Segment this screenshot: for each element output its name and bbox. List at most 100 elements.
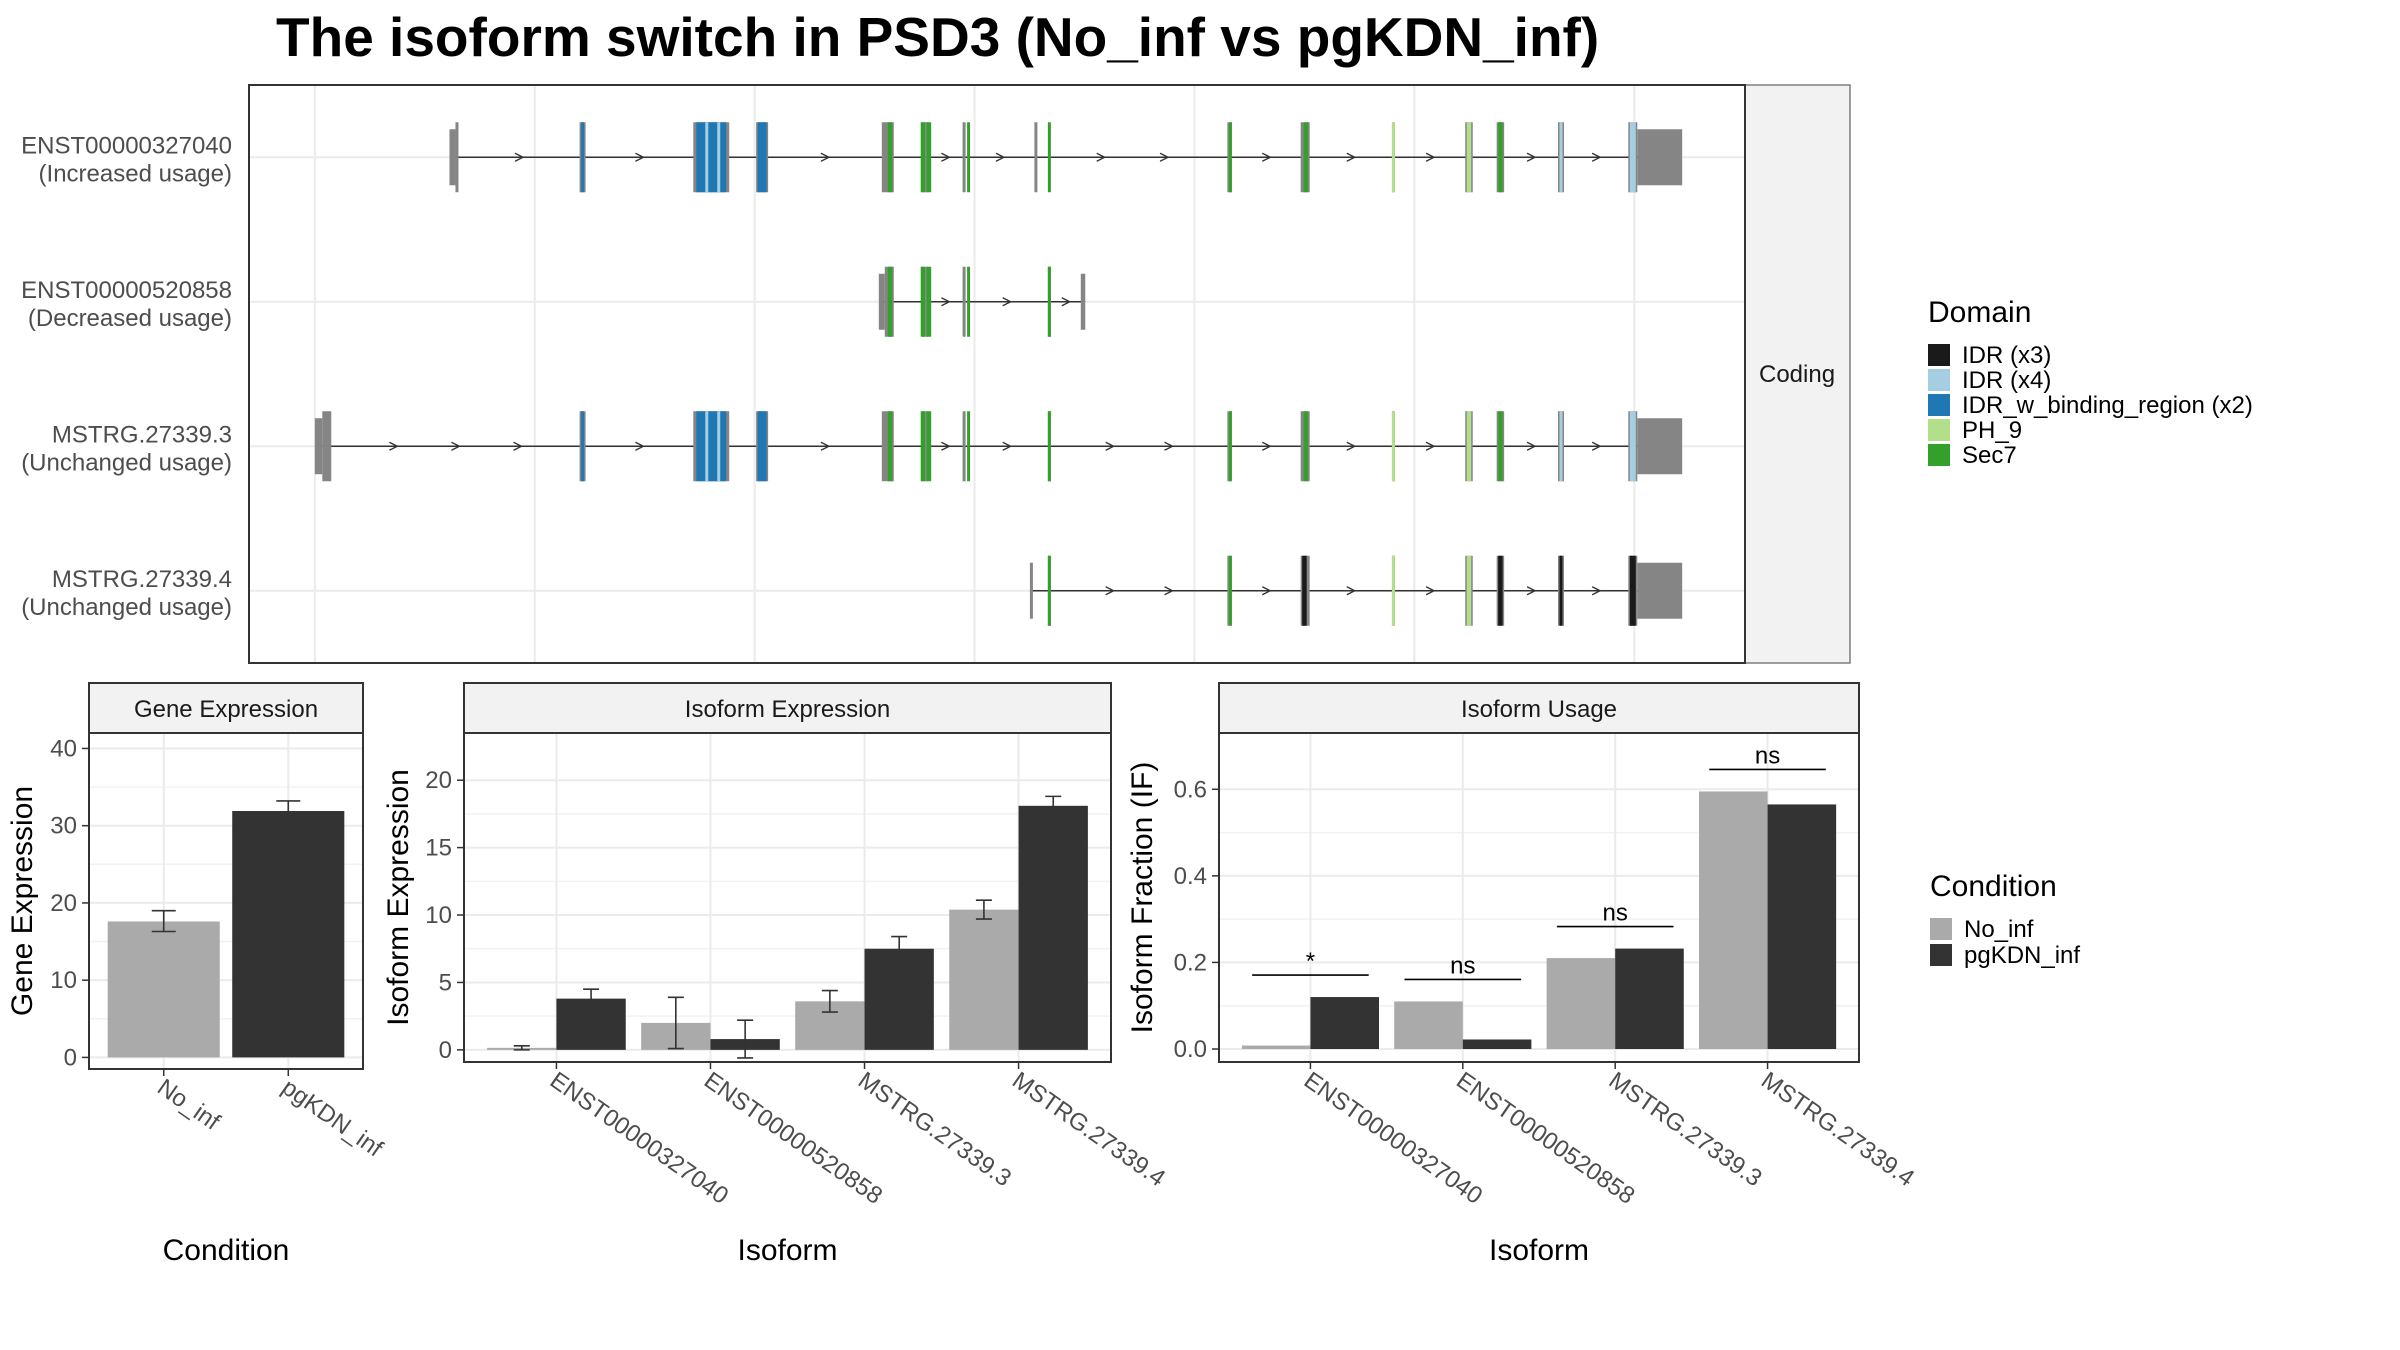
intron-arrow bbox=[1346, 441, 1357, 451]
error-bar bbox=[151, 909, 176, 933]
facet-strip-label: Isoform Expression bbox=[685, 696, 890, 723]
error-bar bbox=[1045, 795, 1062, 818]
intron-arrow bbox=[1425, 152, 1436, 162]
domain-block bbox=[887, 411, 893, 482]
y-tick-label: 0.0 bbox=[1174, 1036, 1207, 1063]
intron-arrow bbox=[1346, 152, 1357, 162]
isoform-label-name: MSTRG.27339.3 bbox=[52, 421, 232, 448]
domain-block bbox=[1302, 555, 1307, 626]
intron-arrow bbox=[1425, 586, 1436, 596]
domain-block bbox=[1466, 555, 1472, 626]
condition-legend-key bbox=[1930, 918, 1952, 940]
domain-block bbox=[1391, 555, 1395, 626]
intron-arrow bbox=[1526, 441, 1537, 451]
exon-utr bbox=[314, 418, 323, 475]
exon-utr bbox=[1637, 129, 1683, 186]
intron-arrow bbox=[1425, 441, 1436, 451]
intron-arrow bbox=[1105, 441, 1116, 451]
structure-plot-border bbox=[248, 84, 1746, 664]
isoform-label-usage: (Increased usage) bbox=[39, 160, 232, 187]
domain-block bbox=[581, 411, 585, 482]
bar-pgKDN_inf-MSTRG.27339.4 bbox=[1767, 804, 1837, 1050]
condition-legend-label: No_inf bbox=[1964, 916, 2034, 943]
x-tick-label: pgKDN_inf bbox=[277, 1074, 388, 1163]
exon-utr bbox=[1637, 562, 1683, 619]
bar-pgKDN_inf-MSTRG.27339.3 bbox=[864, 948, 934, 1050]
domain-block bbox=[1228, 411, 1232, 482]
exon-coding bbox=[322, 411, 332, 482]
facet-strip-label: Isoform Usage bbox=[1461, 696, 1617, 723]
structure-facet-strip bbox=[1744, 84, 1851, 664]
error-bar bbox=[583, 988, 600, 1009]
bar-No_inf-MSTRG.27339.4 bbox=[1699, 791, 1768, 1050]
intron-arrow bbox=[1526, 586, 1537, 596]
intron-arrow bbox=[941, 441, 951, 451]
condition-legend-key bbox=[1930, 944, 1952, 966]
domain-block bbox=[926, 122, 932, 193]
intron-arrow bbox=[941, 152, 951, 162]
intron-arrow bbox=[1105, 586, 1116, 596]
intron-arrow bbox=[1261, 152, 1272, 162]
x-tick-label: MSTRG.27339.4 bbox=[1007, 1067, 1170, 1192]
bar-No_inf-ENST00000327040 bbox=[1241, 1045, 1311, 1050]
x-tick-label: No_inf bbox=[152, 1074, 225, 1136]
intron-arrow bbox=[1061, 297, 1072, 307]
bar-pgKDN_inf bbox=[232, 811, 345, 1058]
intron-arrow bbox=[1164, 586, 1174, 596]
intron-arrow bbox=[1096, 152, 1107, 162]
domain-legend-key bbox=[1928, 369, 1950, 391]
exon-utr bbox=[1637, 418, 1683, 475]
exon-utr bbox=[449, 129, 456, 186]
x-tick-label: MSTRG.27339.4 bbox=[1756, 1067, 1919, 1192]
domain-legend-label: Sec7 bbox=[1962, 442, 2017, 469]
domain-block bbox=[757, 411, 767, 482]
domain-legend-label: IDR_w_binding_region (x2) bbox=[1962, 392, 2253, 419]
intron-arrow bbox=[1164, 441, 1174, 451]
figure-title: The isoform switch in PSD3 (No_inf vs pg… bbox=[276, 6, 1599, 68]
domain-block bbox=[967, 122, 971, 193]
domain-block bbox=[757, 122, 767, 193]
domain-block bbox=[1559, 122, 1563, 193]
exon-coding bbox=[455, 122, 459, 193]
x-tick-label: MSTRG.27339.3 bbox=[853, 1067, 1016, 1192]
domain-block bbox=[1391, 122, 1395, 193]
domain-block bbox=[696, 122, 727, 193]
significance-annotation: ns bbox=[1556, 900, 1674, 928]
isoform-label-name: ENST00000327040 bbox=[21, 132, 232, 159]
isoform-label-usage: (Decreased usage) bbox=[28, 305, 232, 332]
domain-block bbox=[1391, 411, 1395, 482]
bar-No_inf-ENST00000520858 bbox=[1394, 1001, 1463, 1050]
domain-legend-key bbox=[1928, 444, 1950, 466]
domain-block bbox=[926, 411, 932, 482]
intron-arrow bbox=[1591, 441, 1602, 451]
y-tick-label: 15 bbox=[425, 835, 452, 862]
isoform-label-name: ENST00000520858 bbox=[21, 277, 232, 304]
intron-arrow bbox=[820, 441, 831, 451]
error-bar bbox=[667, 996, 684, 1050]
condition-legend-label: pgKDN_inf bbox=[1964, 942, 2080, 969]
y-tick-label: 0.2 bbox=[1174, 949, 1207, 976]
isoform-label-usage: (Unchanged usage) bbox=[21, 449, 232, 476]
exon-coding bbox=[1034, 122, 1038, 193]
x-axis-title: Condition bbox=[163, 1234, 290, 1267]
intron-arrow bbox=[514, 152, 525, 162]
facet-strip bbox=[463, 682, 1112, 734]
intron-arrow bbox=[1591, 152, 1602, 162]
significance-annotation: ns bbox=[1404, 952, 1522, 981]
y-tick-label: 0 bbox=[64, 1044, 77, 1071]
y-tick-label: 10 bbox=[50, 967, 77, 994]
structure-plot-background bbox=[249, 85, 1745, 663]
bar-pgKDN_inf-MSTRG.27339.3 bbox=[1615, 948, 1684, 1050]
domain-block bbox=[920, 122, 926, 193]
x-tick-label: MSTRG.27339.3 bbox=[1604, 1067, 1767, 1192]
intron-arrow bbox=[820, 152, 831, 162]
isoform-track-MSTRG.27339.4 bbox=[1029, 555, 1683, 626]
domain-block bbox=[920, 411, 926, 482]
domain-legend-label: PH_9 bbox=[1962, 417, 2022, 444]
domain-block bbox=[696, 411, 727, 482]
intron-arrow bbox=[389, 441, 399, 451]
